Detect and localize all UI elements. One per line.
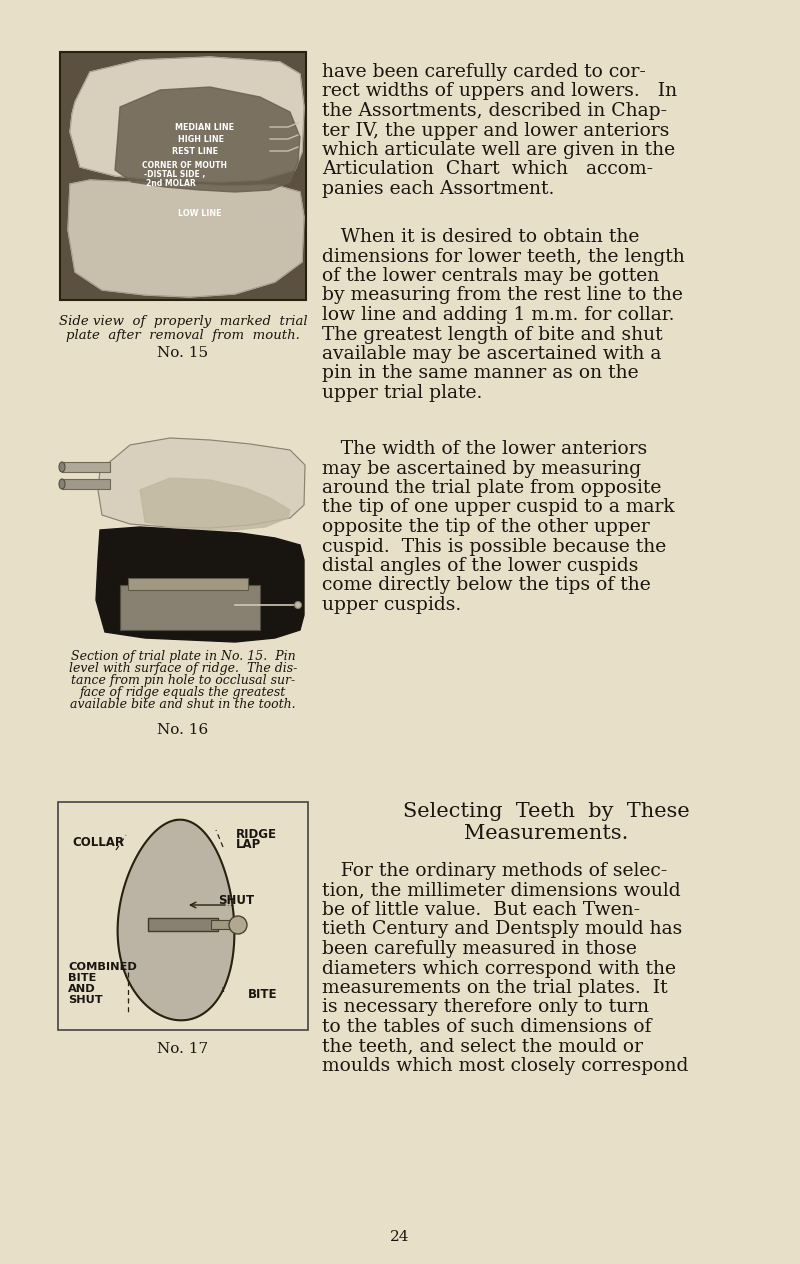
Text: may be ascertained by measuring: may be ascertained by measuring <box>322 460 641 478</box>
Bar <box>62 463 110 471</box>
Text: the Assortments, described in Chap-: the Assortments, described in Chap- <box>322 102 667 120</box>
Text: LOW LINE: LOW LINE <box>178 210 222 219</box>
Text: face of ridge equals the greatest: face of ridge equals the greatest <box>80 686 286 699</box>
Polygon shape <box>96 527 304 642</box>
Polygon shape <box>140 478 290 530</box>
Bar <box>60 52 306 300</box>
Text: available may be ascertained with a: available may be ascertained with a <box>322 345 662 363</box>
Text: plate  after  removal  from  mouth.: plate after removal from mouth. <box>66 329 300 341</box>
Text: Section of trial plate in No. 15.  Pin: Section of trial plate in No. 15. Pin <box>70 650 295 664</box>
Text: COMBINED: COMBINED <box>68 962 137 972</box>
Text: level with surface of ridge.  The dis-: level with surface of ridge. The dis- <box>69 662 297 675</box>
Text: panies each Assortment.: panies each Assortment. <box>322 179 554 198</box>
Text: CORNER OF MOUTH: CORNER OF MOUTH <box>142 161 227 169</box>
Text: be of little value.  But each Twen-: be of little value. But each Twen- <box>322 901 640 919</box>
Polygon shape <box>98 439 305 528</box>
Circle shape <box>294 602 302 608</box>
Text: diameters which correspond with the: diameters which correspond with the <box>322 959 676 977</box>
Text: upper trial plate.: upper trial plate. <box>322 384 482 402</box>
Text: rect widths of uppers and lowers.   In: rect widths of uppers and lowers. In <box>322 82 677 101</box>
Text: REST LINE: REST LINE <box>172 147 218 155</box>
Text: Measurements.: Measurements. <box>464 824 628 843</box>
Text: have been carefully carded to cor-: have been carefully carded to cor- <box>322 63 646 81</box>
Text: pin in the same manner as on the: pin in the same manner as on the <box>322 364 638 383</box>
Text: tance from pin hole to occlusal sur-: tance from pin hole to occlusal sur- <box>71 674 295 688</box>
Bar <box>148 918 218 932</box>
Text: the tip of one upper cuspid to a mark: the tip of one upper cuspid to a mark <box>322 498 674 517</box>
Text: been carefully measured in those: been carefully measured in those <box>322 940 637 958</box>
Text: When it is desired to obtain the: When it is desired to obtain the <box>322 228 639 246</box>
Ellipse shape <box>59 463 65 471</box>
Polygon shape <box>70 57 304 182</box>
Text: opposite the tip of the other upper: opposite the tip of the other upper <box>322 518 650 536</box>
Polygon shape <box>118 819 234 1020</box>
Bar <box>62 479 110 489</box>
Text: measurements on the trial plates.  It: measurements on the trial plates. It <box>322 980 668 997</box>
Text: low line and adding 1 m.m. for collar.: low line and adding 1 m.m. for collar. <box>322 306 674 324</box>
Text: SHUT: SHUT <box>218 895 254 908</box>
Text: No. 15: No. 15 <box>158 346 209 360</box>
Text: dimensions for lower teeth, the length: dimensions for lower teeth, the length <box>322 248 685 265</box>
Text: of the lower centrals may be gotten: of the lower centrals may be gotten <box>322 267 659 284</box>
Text: BITE: BITE <box>68 973 96 983</box>
Text: LAP: LAP <box>236 838 262 852</box>
Ellipse shape <box>59 479 65 489</box>
Text: tion, the millimeter dimensions would: tion, the millimeter dimensions would <box>322 881 681 900</box>
Text: AND: AND <box>68 983 96 994</box>
Text: moulds which most closely correspond: moulds which most closely correspond <box>322 1057 688 1074</box>
Text: upper cuspids.: upper cuspids. <box>322 597 462 614</box>
Text: -DISTAL SIDE ,: -DISTAL SIDE , <box>144 171 206 179</box>
Text: cuspid.  This is possible because the: cuspid. This is possible because the <box>322 537 666 555</box>
Text: 24: 24 <box>390 1230 410 1244</box>
Text: For the ordinary methods of selec-: For the ordinary methods of selec- <box>322 862 667 880</box>
Text: No. 17: No. 17 <box>158 1042 209 1055</box>
Text: distal angles of the lower cuspids: distal angles of the lower cuspids <box>322 557 638 575</box>
Text: come directly below the tips of the: come directly below the tips of the <box>322 576 650 594</box>
Bar <box>211 920 239 929</box>
Text: ter IV, the upper and lower anteriors: ter IV, the upper and lower anteriors <box>322 121 670 139</box>
Polygon shape <box>115 87 300 192</box>
Text: to the tables of such dimensions of: to the tables of such dimensions of <box>322 1018 651 1036</box>
Text: the teeth, and select the mould or: the teeth, and select the mould or <box>322 1038 643 1055</box>
Text: Articulation  Chart  which   accom-: Articulation Chart which accom- <box>322 161 653 178</box>
Text: Selecting  Teeth  by  These: Selecting Teeth by These <box>402 801 690 822</box>
Circle shape <box>229 916 247 934</box>
Text: BITE: BITE <box>248 987 278 1001</box>
Text: available bite and shut in the tooth.: available bite and shut in the tooth. <box>70 698 296 710</box>
Text: The greatest length of bite and shut: The greatest length of bite and shut <box>322 326 662 344</box>
Bar <box>60 430 306 640</box>
Text: by measuring from the rest line to the: by measuring from the rest line to the <box>322 287 683 305</box>
Text: tieth Century and Dentsply mould has: tieth Century and Dentsply mould has <box>322 920 682 938</box>
Text: MEDIAN LINE: MEDIAN LINE <box>175 123 234 131</box>
Text: The width of the lower anteriors: The width of the lower anteriors <box>322 440 647 458</box>
Text: which articulate well are given in the: which articulate well are given in the <box>322 142 675 159</box>
Text: RIDGE: RIDGE <box>236 828 277 841</box>
Text: around the trial plate from opposite: around the trial plate from opposite <box>322 479 662 497</box>
Text: No. 16: No. 16 <box>158 723 209 737</box>
Text: 2nd MOLAR: 2nd MOLAR <box>146 179 196 188</box>
Polygon shape <box>68 179 304 297</box>
Text: COLLAR: COLLAR <box>72 836 124 848</box>
Bar <box>128 578 248 590</box>
Bar <box>120 585 260 629</box>
Text: is necessary therefore only to turn: is necessary therefore only to turn <box>322 999 649 1016</box>
Text: HIGH LINE: HIGH LINE <box>178 134 224 144</box>
Bar <box>58 801 308 1030</box>
Text: SHUT: SHUT <box>68 995 102 1005</box>
Text: Side view  of  properly  marked  trial: Side view of properly marked trial <box>58 315 307 327</box>
